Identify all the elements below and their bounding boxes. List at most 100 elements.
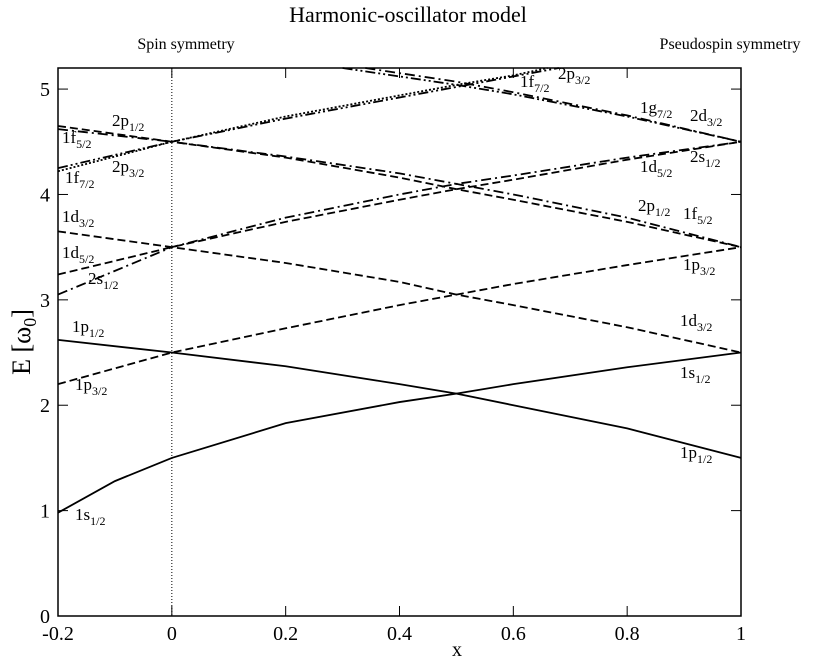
- level-label: 2s1/2: [88, 269, 118, 292]
- series-line: [342, 67, 742, 143]
- level-label-text: 1d: [62, 207, 80, 226]
- x-tick-label: 0.2: [273, 623, 298, 645]
- level-label-sub: 5/2: [79, 252, 94, 266]
- level-label-text: 1d: [680, 311, 698, 330]
- level-label-sub: 3/2: [697, 320, 712, 334]
- y-tick-label: 2: [40, 395, 50, 417]
- level-label-text: 2p: [558, 64, 575, 83]
- series-line: [57, 351, 742, 514]
- level-label-sub: 3/2: [79, 216, 94, 230]
- y-axis-label-sub: 0: [20, 318, 40, 327]
- level-label: 1p1/2: [72, 317, 104, 340]
- series-line: [57, 338, 742, 459]
- y-tick-label: 5: [40, 79, 50, 101]
- level-label-text: 1p: [75, 375, 92, 394]
- level-label-text: 1d: [640, 157, 658, 176]
- level-label-sub: 1/2: [129, 120, 144, 134]
- series-line: [57, 140, 742, 296]
- level-label-sub: 1/2: [695, 372, 710, 386]
- level-label-text: 1s: [680, 363, 695, 382]
- x-tick-label: 1: [736, 623, 746, 645]
- level-label: 2s1/2: [690, 147, 720, 170]
- level-label-text: 2s: [690, 147, 705, 166]
- y-tick-label: 0: [40, 606, 50, 628]
- level-label: 1f7/2: [520, 72, 550, 95]
- level-label: 1d3/2: [62, 207, 94, 230]
- x-tick-label: 0: [167, 623, 177, 645]
- y-tick-label: 3: [40, 290, 50, 312]
- level-label-text: 2s: [88, 269, 103, 288]
- level-label: 1f5/2: [683, 204, 713, 227]
- level-label-sub: 1/2: [90, 514, 105, 528]
- level-label-sub: 3/2: [575, 73, 590, 87]
- level-label-sub: 3/2: [700, 264, 715, 278]
- y-tick-label: 4: [40, 184, 50, 206]
- level-label-text: 1f: [62, 128, 77, 147]
- annotation: Pseudospin symmetry: [660, 36, 801, 53]
- level-label-sub: 1/2: [655, 205, 670, 219]
- series-line: [365, 67, 742, 143]
- level-label: 2d3/2: [690, 106, 722, 129]
- level-label: 1p3/2: [75, 375, 107, 398]
- level-label: 1g7/2: [640, 98, 672, 121]
- level-label-sub: 5/2: [657, 166, 672, 180]
- y-axis-label-text: E [ω: [7, 327, 36, 375]
- level-label: 2p1/2: [112, 111, 144, 134]
- series-line: [57, 246, 742, 386]
- level-label: 1p3/2: [683, 255, 715, 278]
- plot-frame: [57, 67, 742, 617]
- level-label-sub: 7/2: [79, 177, 94, 191]
- level-label-sub: 7/2: [657, 107, 672, 121]
- level-label-text: 1f: [65, 168, 80, 187]
- series-line: [57, 67, 560, 169]
- level-label: 1p1/2: [680, 443, 712, 466]
- level-label: 2p3/2: [112, 157, 144, 180]
- level-label: 1f7/2: [65, 168, 95, 191]
- level-label: 1f5/2: [62, 128, 92, 151]
- series-line: [57, 125, 742, 249]
- level-label: 1d3/2: [680, 311, 712, 334]
- y-axis-label: E [ω0]: [7, 309, 40, 375]
- level-label-text: 1p: [683, 255, 700, 274]
- x-axis-label: x: [452, 639, 462, 658]
- series-line: [57, 67, 548, 173]
- y-axis-label-tail: ]: [7, 309, 36, 318]
- level-label-sub: 1/2: [705, 156, 720, 170]
- level-label-text: 1d: [62, 243, 80, 262]
- x-tick-label: 0.6: [501, 623, 526, 645]
- level-label-text: 2p: [112, 157, 129, 176]
- x-tick-label: 0.4: [387, 623, 412, 645]
- level-label-sub: 3/2: [707, 115, 722, 129]
- level-label-text: 2d: [690, 106, 708, 125]
- series-line: [57, 128, 742, 249]
- level-label-text: 1p: [72, 317, 89, 336]
- x-tick-label: -0.2: [42, 623, 74, 645]
- series-line: [57, 230, 742, 354]
- level-label-sub: 1/2: [697, 452, 712, 466]
- level-label-text: 2p: [638, 196, 655, 215]
- level-label-text: 1p: [680, 443, 697, 462]
- level-label-text: 1s: [75, 505, 90, 524]
- level-label: 2p1/2: [638, 196, 670, 219]
- level-label-text: 1f: [520, 72, 535, 91]
- level-label-sub: 5/2: [76, 137, 91, 151]
- level-label: 1s1/2: [75, 505, 105, 528]
- level-label-sub: 5/2: [697, 213, 712, 227]
- annotation: Spin symmetry: [137, 36, 234, 53]
- level-label-sub: 1/2: [103, 278, 118, 292]
- chart-title: Harmonic-oscillator model: [289, 2, 527, 27]
- y-tick-label: 1: [40, 501, 50, 523]
- level-label: 2p3/2: [558, 64, 590, 87]
- level-label-sub: 1/2: [89, 326, 104, 340]
- level-label: 1s1/2: [680, 363, 710, 386]
- level-label: 1d5/2: [640, 157, 672, 180]
- x-tick-label: 0.8: [615, 623, 640, 645]
- level-label: 1d5/2: [62, 243, 94, 266]
- level-label-sub: 3/2: [92, 384, 107, 398]
- level-label-text: 1g: [640, 98, 658, 117]
- level-label-sub: 3/2: [129, 166, 144, 180]
- level-label-text: 1f: [683, 204, 698, 223]
- level-label-text: 2p: [112, 111, 129, 130]
